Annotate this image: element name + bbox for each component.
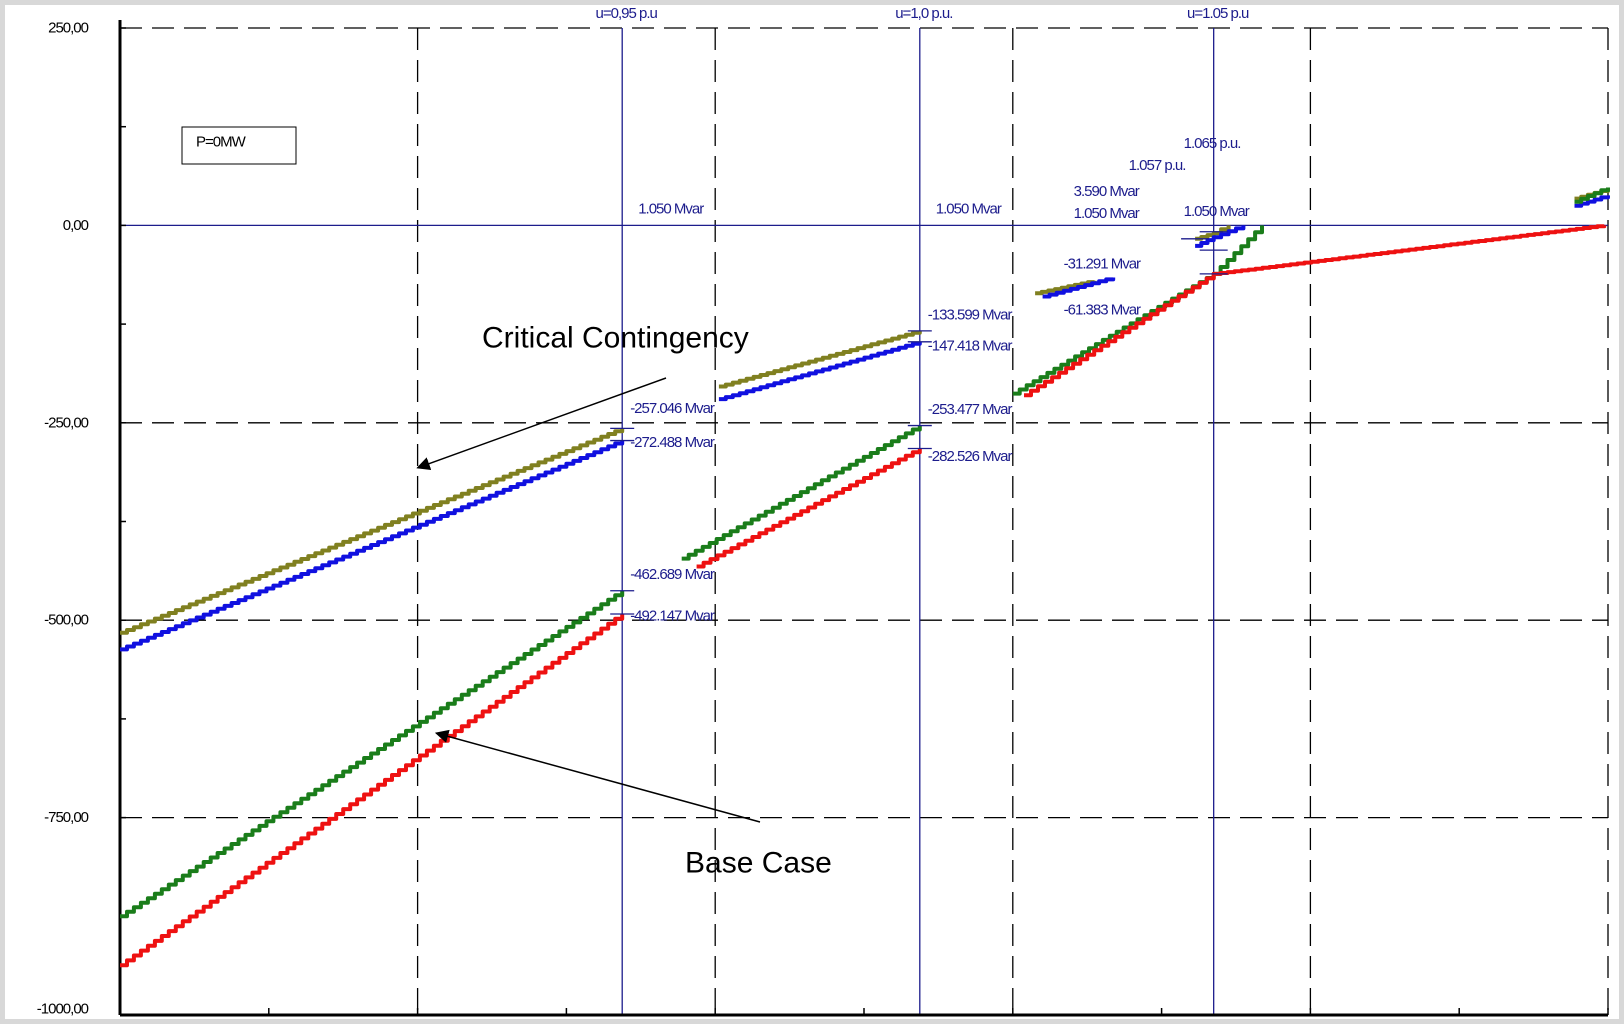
annotation-critical-contingency-label: Critical Contingency (482, 322, 749, 355)
axes (118, 20, 1609, 1017)
point-label: 1.050 Mvar (1074, 205, 1140, 222)
series-line (120, 614, 625, 968)
voltage-markers: u=0,95 p.u u=1,0 p.u. u=1.05 p.u 1.050 Mvar… (120, 5, 1608, 1015)
series-line (1195, 225, 1246, 248)
point-label: 1.065 p.u. (1184, 135, 1241, 152)
annotation-base-case-arrow (434, 729, 761, 823)
series-line (718, 330, 922, 389)
annotation-critical-contingency: Critical Contingency (416, 322, 749, 471)
annotation-critical-contingency-arrow (416, 377, 667, 471)
point-label: -257.046 Mvar (630, 400, 715, 417)
point-label: -272.488 Mvar (630, 434, 715, 451)
y-tick-labels: 250,00 0,00 -250,00 -500,00 -750,00 -1000,00 (37, 20, 90, 1018)
zero-line-label: 1.050 Mvar (936, 200, 1002, 217)
voltage-marker-label: u=0,95 p.u (596, 5, 658, 22)
point-label: -253.477 Mvar (928, 401, 1013, 418)
series-line (120, 590, 625, 919)
info-box: P=0MW (181, 126, 297, 165)
series-lines (120, 187, 1610, 968)
point-label: 1.057 p.u. (1129, 157, 1186, 174)
series-line (1024, 224, 1607, 398)
series-line (1012, 225, 1264, 396)
point-label: 1.050 Mvar (1184, 203, 1250, 220)
point-label: -61.383 Mvar (1064, 301, 1141, 318)
annotation-base-case-label: Base Case (685, 847, 832, 880)
point-label: -31.291 Mvar (1064, 256, 1141, 273)
y-tick-label: -750,00 (44, 809, 89, 826)
y-tick-label: 250,00 (48, 20, 89, 37)
y-tick-label: -500,00 (44, 612, 89, 629)
series-line (120, 428, 625, 635)
info-box-text: P=0MW (196, 134, 247, 151)
y-tick-label: 0,00 (63, 217, 89, 234)
point-label: 3.590 Mvar (1074, 183, 1140, 200)
series-line (696, 448, 922, 569)
voltage-marker-label: u=1,0 p.u. (895, 5, 952, 22)
y-tick-label: -1000,00 (37, 1001, 89, 1018)
point-label: -282.526 Mvar (928, 448, 1013, 465)
point-label: -462.689 Mvar (630, 566, 715, 583)
series-line (681, 425, 922, 561)
series-line (120, 440, 625, 652)
point-labels: -257.046 Mvar -272.488 Mvar -462.689 Mvar -… (610, 135, 1251, 624)
series-line (718, 341, 922, 402)
voltage-marker-label: u=1.05 p.u (1187, 5, 1249, 22)
series-line (1574, 195, 1610, 208)
series-line (1195, 225, 1231, 241)
series-line (1574, 187, 1610, 204)
point-label: -492.147 Mvar (630, 607, 715, 624)
annotation-base-case: Base Case (434, 729, 832, 880)
grid-lines (120, 27, 1609, 1015)
series-line (1042, 277, 1116, 299)
zero-line-label: 1.050 Mvar (638, 200, 704, 217)
y-tick-label: -250,00 (44, 414, 89, 431)
point-label: -133.599 Mvar (928, 306, 1013, 323)
point-label: -147.418 Mvar (928, 337, 1013, 354)
